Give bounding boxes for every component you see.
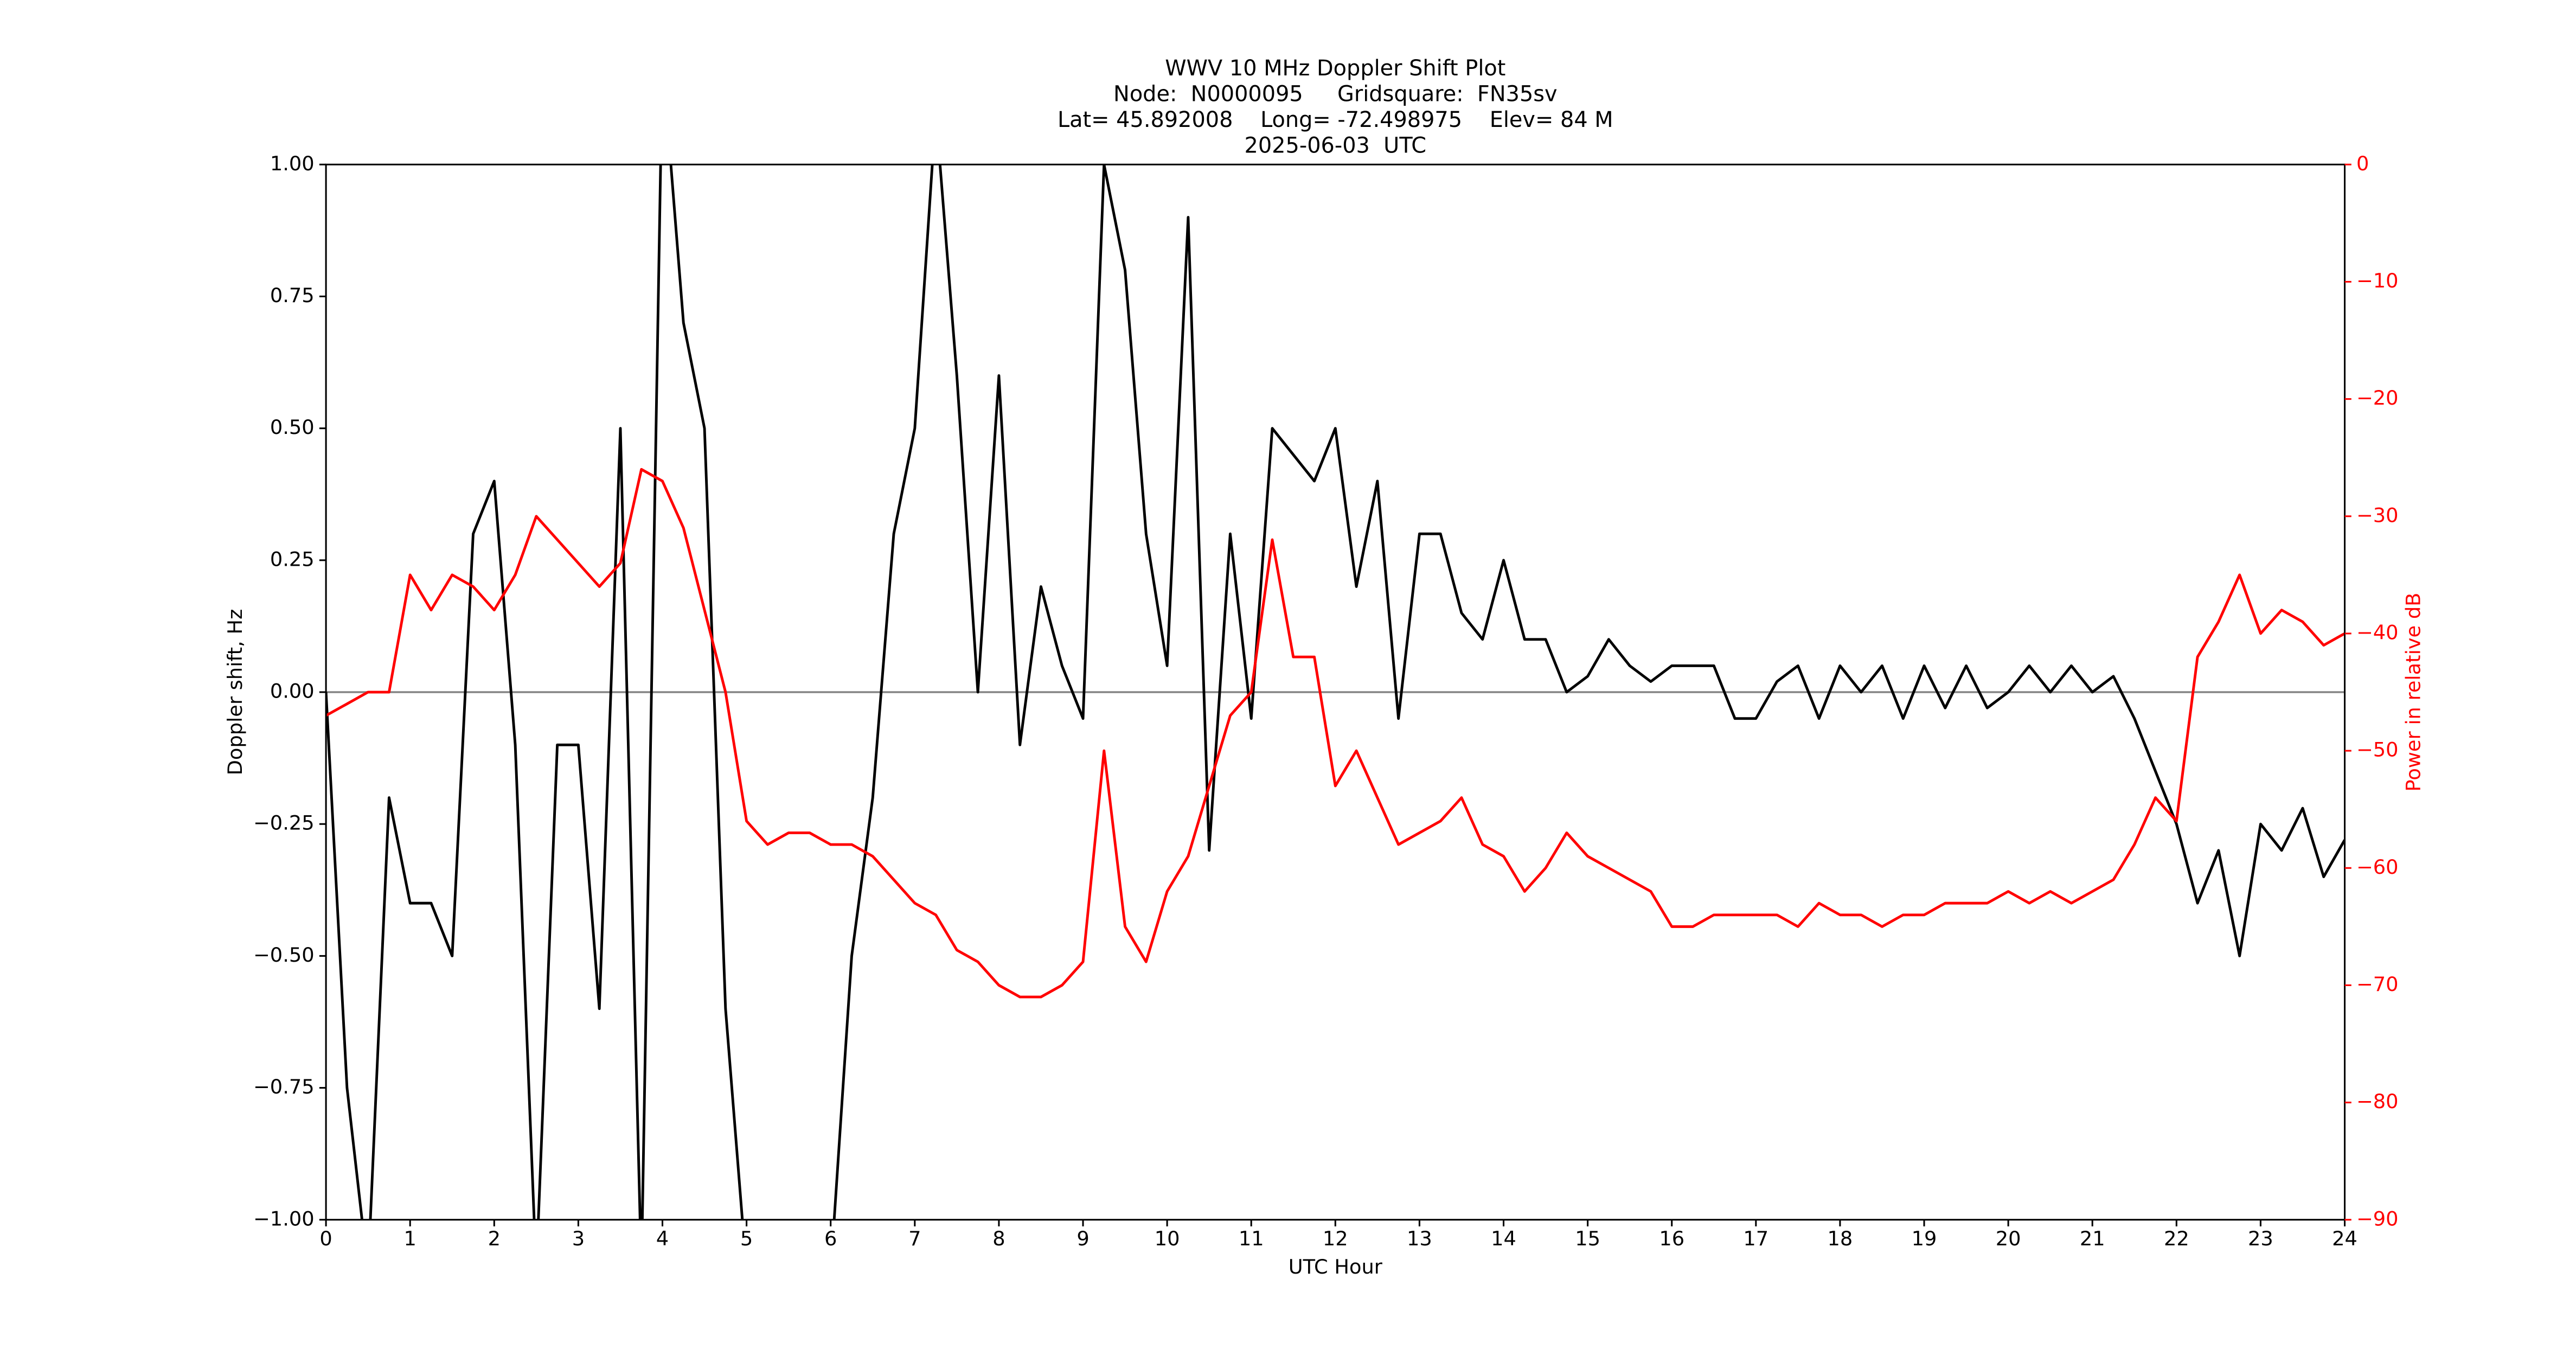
- plot-area: [326, 164, 2345, 1220]
- x-tick-label: 4: [656, 1227, 669, 1250]
- x-tick-label: 21: [2080, 1227, 2105, 1250]
- y2-tick-label: −20: [2356, 386, 2399, 410]
- y-tick-label: 1.00: [270, 152, 315, 175]
- x-tick-label: 10: [1155, 1227, 1180, 1250]
- y2-tick-label: 0: [2356, 152, 2369, 175]
- plot-frame: [325, 163, 2346, 1221]
- y2-tick-label: −70: [2356, 973, 2399, 996]
- y2-tick-label: −60: [2356, 855, 2399, 879]
- x-tick-label: 1: [404, 1227, 416, 1250]
- y2-tick-label: −30: [2356, 503, 2399, 527]
- y-tick-label: −0.25: [253, 811, 315, 835]
- y-tick-label: 0.00: [270, 680, 315, 703]
- chart-title: Node: N0000095 Gridsquare: FN35sv: [1113, 82, 1558, 107]
- x-tick-label: 18: [1828, 1227, 1853, 1250]
- x-tick-label: 14: [1491, 1227, 1516, 1250]
- y2-tick-label: −90: [2356, 1207, 2399, 1230]
- y-tick-label: −0.50: [253, 943, 315, 967]
- x-tick-label: 22: [2164, 1227, 2189, 1250]
- y-tick-label: 0.25: [270, 547, 315, 571]
- x-tick-label: 6: [824, 1227, 837, 1250]
- data-line: [326, 164, 2345, 1220]
- x-tick-label: 5: [740, 1227, 753, 1250]
- chart-title: 2025-06-03 UTC: [1245, 133, 1427, 158]
- x-tick-label: 3: [572, 1227, 585, 1250]
- y2-axis-label: Power in relative dB: [2402, 593, 2425, 792]
- x-tick-label: 19: [1912, 1227, 1937, 1250]
- x-tick-label: 13: [1407, 1227, 1432, 1250]
- x-tick-label: 16: [1659, 1227, 1684, 1250]
- x-tick-label: 7: [908, 1227, 921, 1250]
- x-tick-label: 8: [992, 1227, 1005, 1250]
- y-tick-label: 0.75: [270, 284, 315, 307]
- x-tick-label: 23: [2248, 1227, 2273, 1250]
- chart-title: Lat= 45.892008 Long= -72.498975 Elev= 84…: [1058, 107, 1613, 132]
- y-tick-label: 0.50: [270, 415, 315, 439]
- x-tick-label: 11: [1239, 1227, 1264, 1250]
- x-tick-label: 0: [319, 1227, 332, 1250]
- data-line: [326, 468, 2345, 999]
- x-tick-label: 2: [488, 1227, 501, 1250]
- x-tick-label: 17: [1743, 1227, 1768, 1250]
- y-tick-label: −0.75: [253, 1075, 315, 1098]
- x-tick-label: 15: [1575, 1227, 1600, 1250]
- y2-tick-label: −80: [2356, 1090, 2399, 1113]
- y2-tick-label: −40: [2356, 621, 2399, 644]
- chart-title: WWV 10 MHz Doppler Shift Plot: [1165, 56, 1505, 81]
- x-tick-label: 12: [1323, 1227, 1348, 1250]
- x-axis-label: UTC Hour: [1289, 1255, 1383, 1278]
- y-tick-label: −1.00: [253, 1207, 315, 1230]
- y-axis-label: Doppler shift, Hz: [223, 609, 247, 776]
- x-tick-label: 20: [1996, 1227, 2021, 1250]
- x-tick-label: 24: [2332, 1227, 2357, 1250]
- y2-tick-label: −10: [2356, 269, 2399, 292]
- y2-tick-label: −50: [2356, 738, 2399, 762]
- x-tick-label: 9: [1076, 1227, 1089, 1250]
